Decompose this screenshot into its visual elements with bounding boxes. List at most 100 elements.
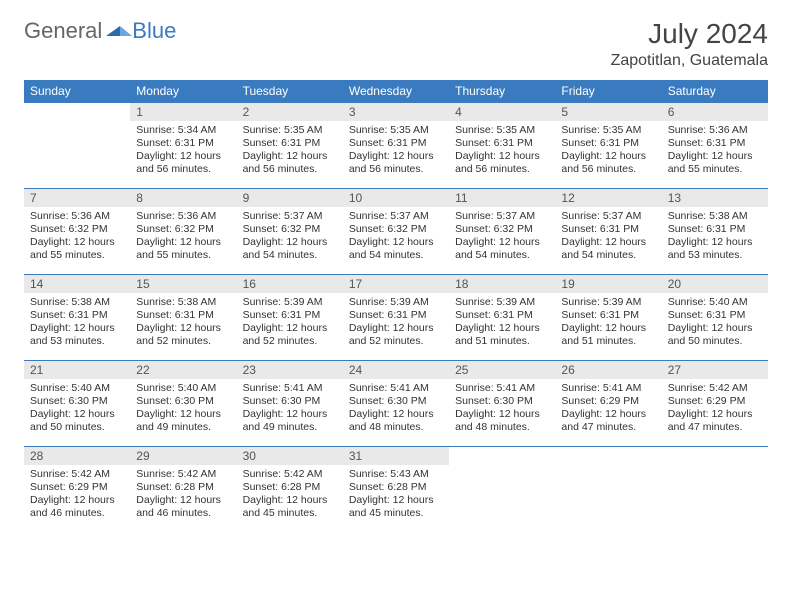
sunset-text: Sunset: 6:31 PM: [455, 309, 549, 322]
weekday-header: Wednesday: [343, 80, 449, 103]
calendar-cell: 18Sunrise: 5:39 AMSunset: 6:31 PMDayligh…: [449, 275, 555, 361]
sunset-text: Sunset: 6:28 PM: [136, 481, 230, 494]
day-body: Sunrise: 5:40 AMSunset: 6:31 PMDaylight:…: [662, 293, 768, 353]
calendar-cell: [449, 447, 555, 533]
day-body: Sunrise: 5:43 AMSunset: 6:28 PMDaylight:…: [343, 465, 449, 525]
daylight-text: Daylight: 12 hours and 52 minutes.: [136, 322, 230, 348]
daylight-text: Daylight: 12 hours and 54 minutes.: [243, 236, 337, 262]
day-body: Sunrise: 5:37 AMSunset: 6:32 PMDaylight:…: [449, 207, 555, 267]
calendar-cell: [662, 447, 768, 533]
sunset-text: Sunset: 6:31 PM: [668, 223, 762, 236]
sunrise-text: Sunrise: 5:35 AM: [243, 124, 337, 137]
sunset-text: Sunset: 6:32 PM: [455, 223, 549, 236]
daylight-text: Daylight: 12 hours and 55 minutes.: [668, 150, 762, 176]
calendar-cell: 11Sunrise: 5:37 AMSunset: 6:32 PMDayligh…: [449, 189, 555, 275]
day-body: Sunrise: 5:36 AMSunset: 6:31 PMDaylight:…: [662, 121, 768, 181]
calendar-cell: 19Sunrise: 5:39 AMSunset: 6:31 PMDayligh…: [555, 275, 661, 361]
day-body: Sunrise: 5:39 AMSunset: 6:31 PMDaylight:…: [343, 293, 449, 353]
day-body: Sunrise: 5:35 AMSunset: 6:31 PMDaylight:…: [343, 121, 449, 181]
day-number: 28: [24, 447, 130, 465]
daylight-text: Daylight: 12 hours and 50 minutes.: [668, 322, 762, 348]
day-body: Sunrise: 5:42 AMSunset: 6:29 PMDaylight:…: [24, 465, 130, 525]
day-body: Sunrise: 5:35 AMSunset: 6:31 PMDaylight:…: [449, 121, 555, 181]
day-body: Sunrise: 5:41 AMSunset: 6:30 PMDaylight:…: [237, 379, 343, 439]
daylight-text: Daylight: 12 hours and 51 minutes.: [561, 322, 655, 348]
sunrise-text: Sunrise: 5:37 AM: [455, 210, 549, 223]
sunset-text: Sunset: 6:29 PM: [561, 395, 655, 408]
calendar-cell: [24, 103, 130, 189]
sunrise-text: Sunrise: 5:39 AM: [455, 296, 549, 309]
calendar-cell: 20Sunrise: 5:40 AMSunset: 6:31 PMDayligh…: [662, 275, 768, 361]
day-number: 2: [237, 103, 343, 121]
sunrise-text: Sunrise: 5:38 AM: [668, 210, 762, 223]
sunrise-text: Sunrise: 5:36 AM: [668, 124, 762, 137]
calendar-cell: 24Sunrise: 5:41 AMSunset: 6:30 PMDayligh…: [343, 361, 449, 447]
calendar-week-row: 1Sunrise: 5:34 AMSunset: 6:31 PMDaylight…: [24, 103, 768, 189]
sunrise-text: Sunrise: 5:40 AM: [136, 382, 230, 395]
sunset-text: Sunset: 6:31 PM: [243, 309, 337, 322]
calendar-cell: 28Sunrise: 5:42 AMSunset: 6:29 PMDayligh…: [24, 447, 130, 533]
day-number: 6: [662, 103, 768, 121]
daylight-text: Daylight: 12 hours and 56 minutes.: [243, 150, 337, 176]
page-header: General Blue July 2024 Zapotitlan, Guate…: [24, 18, 768, 70]
day-number: 9: [237, 189, 343, 207]
day-body: Sunrise: 5:35 AMSunset: 6:31 PMDaylight:…: [555, 121, 661, 181]
month-title: July 2024: [611, 18, 768, 50]
sunrise-text: Sunrise: 5:35 AM: [455, 124, 549, 137]
daylight-text: Daylight: 12 hours and 46 minutes.: [30, 494, 124, 520]
day-body: Sunrise: 5:37 AMSunset: 6:32 PMDaylight:…: [343, 207, 449, 267]
sunset-text: Sunset: 6:32 PM: [30, 223, 124, 236]
logo-mark-icon: [106, 16, 132, 42]
weekday-header: Sunday: [24, 80, 130, 103]
sunrise-text: Sunrise: 5:39 AM: [561, 296, 655, 309]
sunrise-text: Sunrise: 5:39 AM: [243, 296, 337, 309]
sunset-text: Sunset: 6:31 PM: [243, 137, 337, 150]
day-number: 23: [237, 361, 343, 379]
calendar-cell: [555, 447, 661, 533]
calendar-cell: 29Sunrise: 5:42 AMSunset: 6:28 PMDayligh…: [130, 447, 236, 533]
day-number: 24: [343, 361, 449, 379]
day-body: Sunrise: 5:38 AMSunset: 6:31 PMDaylight:…: [130, 293, 236, 353]
sunset-text: Sunset: 6:31 PM: [668, 137, 762, 150]
day-body: Sunrise: 5:40 AMSunset: 6:30 PMDaylight:…: [130, 379, 236, 439]
sunset-text: Sunset: 6:32 PM: [349, 223, 443, 236]
sunset-text: Sunset: 6:29 PM: [668, 395, 762, 408]
sunset-text: Sunset: 6:31 PM: [136, 137, 230, 150]
sunset-text: Sunset: 6:30 PM: [349, 395, 443, 408]
calendar-week-row: 14Sunrise: 5:38 AMSunset: 6:31 PMDayligh…: [24, 275, 768, 361]
calendar-week-row: 28Sunrise: 5:42 AMSunset: 6:29 PMDayligh…: [24, 447, 768, 533]
calendar-cell: 5Sunrise: 5:35 AMSunset: 6:31 PMDaylight…: [555, 103, 661, 189]
weekday-header: Monday: [130, 80, 236, 103]
weekday-header: Thursday: [449, 80, 555, 103]
day-body: Sunrise: 5:40 AMSunset: 6:30 PMDaylight:…: [24, 379, 130, 439]
calendar-cell: 15Sunrise: 5:38 AMSunset: 6:31 PMDayligh…: [130, 275, 236, 361]
sunset-text: Sunset: 6:31 PM: [30, 309, 124, 322]
sunrise-text: Sunrise: 5:42 AM: [136, 468, 230, 481]
day-body: Sunrise: 5:38 AMSunset: 6:31 PMDaylight:…: [24, 293, 130, 353]
day-number: 10: [343, 189, 449, 207]
calendar-cell: 17Sunrise: 5:39 AMSunset: 6:31 PMDayligh…: [343, 275, 449, 361]
daylight-text: Daylight: 12 hours and 53 minutes.: [30, 322, 124, 348]
day-body: Sunrise: 5:34 AMSunset: 6:31 PMDaylight:…: [130, 121, 236, 181]
daylight-text: Daylight: 12 hours and 54 minutes.: [455, 236, 549, 262]
daylight-text: Daylight: 12 hours and 48 minutes.: [455, 408, 549, 434]
brand-part2: Blue: [132, 18, 176, 44]
sunrise-text: Sunrise: 5:41 AM: [243, 382, 337, 395]
day-number: 16: [237, 275, 343, 293]
calendar-cell: 13Sunrise: 5:38 AMSunset: 6:31 PMDayligh…: [662, 189, 768, 275]
daylight-text: Daylight: 12 hours and 54 minutes.: [349, 236, 443, 262]
calendar-cell: 21Sunrise: 5:40 AMSunset: 6:30 PMDayligh…: [24, 361, 130, 447]
sunset-text: Sunset: 6:31 PM: [561, 137, 655, 150]
calendar-cell: 1Sunrise: 5:34 AMSunset: 6:31 PMDaylight…: [130, 103, 236, 189]
day-number: 5: [555, 103, 661, 121]
day-number: 25: [449, 361, 555, 379]
daylight-text: Daylight: 12 hours and 47 minutes.: [668, 408, 762, 434]
calendar-cell: 31Sunrise: 5:43 AMSunset: 6:28 PMDayligh…: [343, 447, 449, 533]
sunrise-text: Sunrise: 5:37 AM: [561, 210, 655, 223]
daylight-text: Daylight: 12 hours and 52 minutes.: [243, 322, 337, 348]
day-body: Sunrise: 5:39 AMSunset: 6:31 PMDaylight:…: [555, 293, 661, 353]
day-number: 29: [130, 447, 236, 465]
day-number: 13: [662, 189, 768, 207]
day-number: 22: [130, 361, 236, 379]
daylight-text: Daylight: 12 hours and 56 minutes.: [349, 150, 443, 176]
